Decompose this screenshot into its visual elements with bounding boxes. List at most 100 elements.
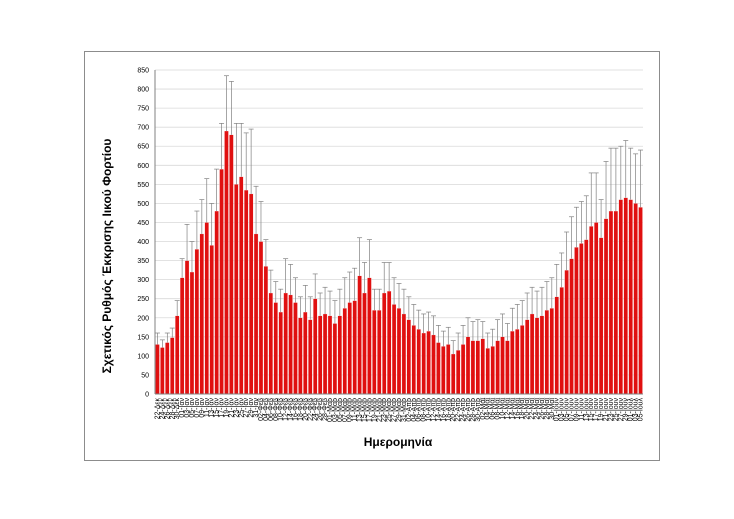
x-tick-label: 25-Ιουν xyxy=(613,398,620,422)
x-tick-label: 25-Μαρ xyxy=(386,398,393,422)
y-tick-label: 650 xyxy=(137,144,149,151)
x-tick-label: 17-Ιουν xyxy=(593,398,600,422)
bar xyxy=(248,193,254,395)
x-tick-label: 28-Δεκ xyxy=(169,398,176,420)
bar xyxy=(184,260,190,395)
bar xyxy=(436,342,441,395)
bar xyxy=(165,342,170,395)
bar xyxy=(263,266,269,395)
bar xyxy=(584,239,589,395)
bar xyxy=(253,233,259,395)
x-tick-label: 26-Απρ xyxy=(465,398,472,422)
bar xyxy=(505,340,510,395)
x-tick-label: 31-Μαρ xyxy=(401,398,408,422)
x-tick-label: 01-Ιουν xyxy=(554,398,561,422)
bar xyxy=(446,344,451,395)
bar xyxy=(411,325,416,395)
bar xyxy=(480,338,485,395)
x-tick-label: 15-Μαρ xyxy=(361,398,368,422)
x-tick-label: 07-Μαρ xyxy=(342,398,349,422)
x-tick-label: 21-Ιουν xyxy=(603,398,610,422)
x-tick-label: 10-Φεβ xyxy=(278,398,285,421)
x-tick-labels: 22-Δεκ24-Δεκ26-Δεκ28-Δεκ30-Δεκ01-Ιαν03-Ι… xyxy=(154,398,644,422)
bar xyxy=(347,302,352,395)
bar-chart: 0 50 100 150 200 250 300 350 400 450 500 550 600 650 7… xyxy=(100,68,645,450)
bar xyxy=(244,189,249,395)
bar xyxy=(490,346,495,395)
bar xyxy=(234,184,239,395)
bar xyxy=(189,271,195,395)
x-tick-label: 06-Μαϊ xyxy=(490,398,497,420)
bar xyxy=(327,315,333,395)
y-tick-label: 800 xyxy=(137,87,149,94)
bar xyxy=(608,210,614,395)
x-axis-title: Ημερομηνία xyxy=(364,435,433,449)
bar xyxy=(391,304,397,395)
x-tick-label: 24-Δεκ xyxy=(159,398,166,420)
bar xyxy=(194,249,200,395)
bar xyxy=(618,199,623,395)
bar xyxy=(524,319,530,395)
bar xyxy=(431,334,436,395)
y-tick-label: 100 xyxy=(137,353,149,360)
bar xyxy=(293,302,298,395)
y-tick-label: 450 xyxy=(137,220,149,227)
x-tick-label: 15-Ιαν xyxy=(214,398,221,418)
x-tick-label: 05-Μαρ xyxy=(337,398,344,422)
bar xyxy=(495,340,500,395)
bar xyxy=(160,347,165,395)
bar xyxy=(598,237,604,395)
x-tick-label: 22-Δεκ xyxy=(154,398,161,420)
x-tick-label: 28-Απρ xyxy=(470,398,477,422)
bar xyxy=(460,344,466,395)
x-tick-label: 11-Ιουν xyxy=(578,398,585,421)
bar xyxy=(337,315,343,395)
x-tick-label: 16-Απρ xyxy=(440,398,447,422)
x-tick-label: 12-Φεβ xyxy=(283,398,290,421)
bar xyxy=(298,317,303,395)
bar xyxy=(564,269,569,395)
bar xyxy=(569,258,574,395)
bar xyxy=(313,298,318,395)
bar xyxy=(357,275,362,395)
x-tick-label: 01-Ιαν xyxy=(179,398,186,418)
x-tick-label: 27-Μαρ xyxy=(391,398,398,422)
x-tick-label: 26-Φεβ xyxy=(317,398,324,421)
bar xyxy=(322,313,328,395)
y-tick-label: 150 xyxy=(137,334,149,341)
bar xyxy=(485,348,490,395)
bar xyxy=(554,296,559,395)
bar xyxy=(455,350,461,395)
bar xyxy=(589,226,594,395)
x-tick-label: 14-Φεβ xyxy=(288,398,295,421)
x-tick-label: 04-Φεβ xyxy=(263,398,270,421)
bar xyxy=(579,243,584,395)
x-tick-label: 17-Ιαν xyxy=(219,398,226,418)
bar xyxy=(308,319,313,395)
x-tick-label: 25-Ιαν xyxy=(238,398,245,418)
x-tick-label: 04-Μαϊ xyxy=(485,398,492,420)
y-tick-label: 250 xyxy=(137,296,149,303)
x-tick-label: 24-Φεβ xyxy=(312,398,319,421)
bar xyxy=(510,330,515,395)
bar xyxy=(372,309,377,395)
bar xyxy=(258,241,264,395)
x-tick-label: 20-Φεβ xyxy=(302,398,309,421)
y-tick-label: 400 xyxy=(137,239,149,246)
bar xyxy=(288,294,293,395)
bar xyxy=(214,210,219,395)
bar xyxy=(470,340,476,395)
x-tick-label: 11-Μαρ xyxy=(352,398,359,421)
bar xyxy=(638,207,643,395)
bar xyxy=(367,277,372,395)
y-tick-label: 350 xyxy=(137,258,149,265)
x-tick-label: 13-Μαρ xyxy=(357,398,364,422)
bar xyxy=(594,222,599,395)
bar xyxy=(224,130,229,395)
y-tick-label: 750 xyxy=(137,106,149,113)
bar xyxy=(342,308,347,395)
bar xyxy=(529,313,535,395)
bar xyxy=(155,344,160,395)
y-tick-label: 200 xyxy=(137,315,149,322)
x-tick-label: 03-Ιουν xyxy=(559,398,566,422)
